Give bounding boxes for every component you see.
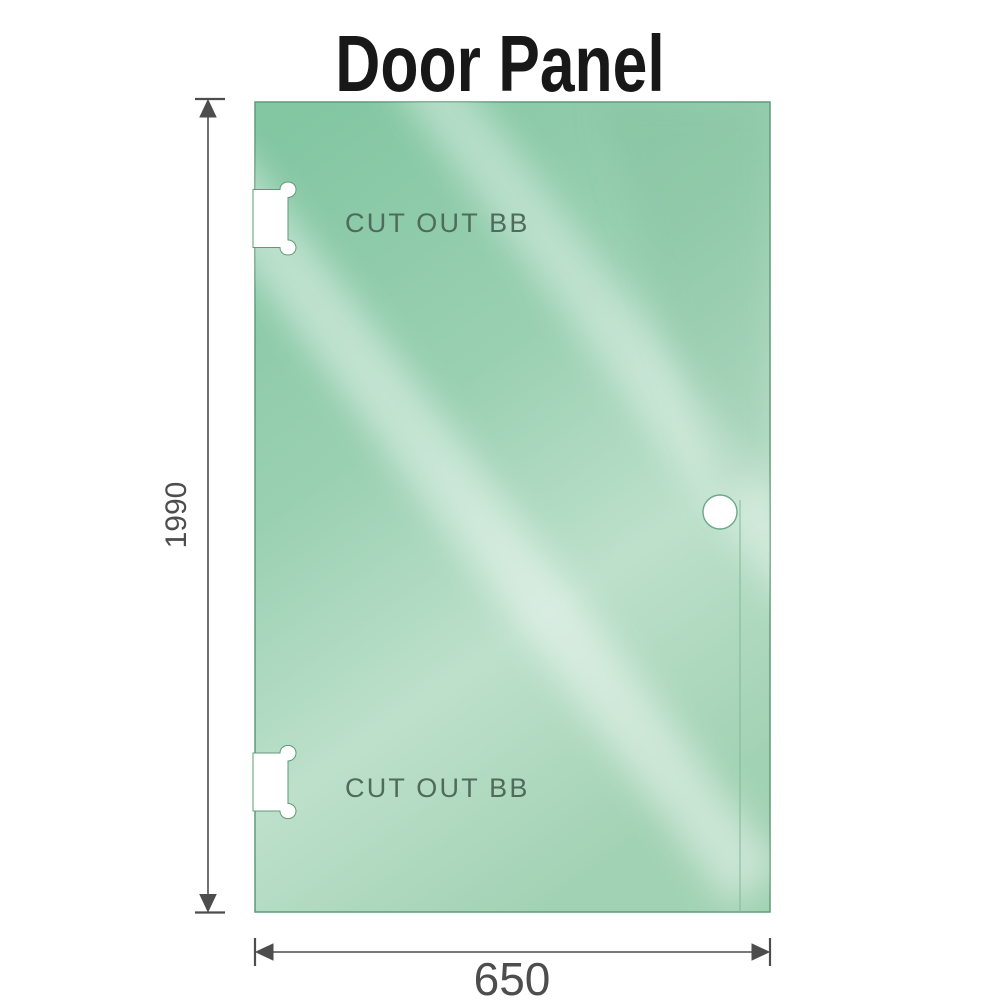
svg-text:CUT OUT BB: CUT OUT BB	[345, 208, 530, 238]
svg-text:CUT OUT BB: CUT OUT BB	[345, 773, 530, 803]
svg-text:1990: 1990	[160, 482, 193, 549]
svg-text:650: 650	[474, 953, 551, 1000]
